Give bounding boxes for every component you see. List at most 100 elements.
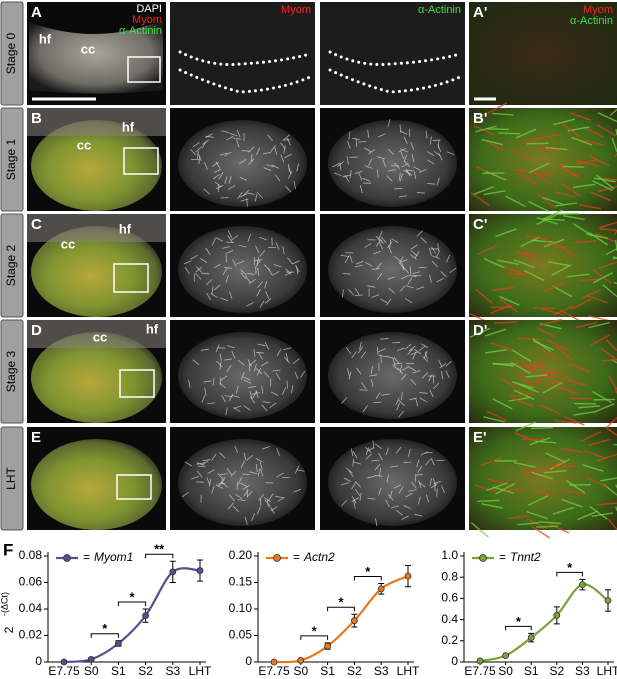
- fiber: [596, 174, 615, 190]
- y-tick-label: 0.15: [229, 575, 253, 589]
- fiber: [441, 371, 444, 380]
- row-label: Stage 0: [4, 32, 18, 74]
- fiber: [405, 285, 414, 289]
- fiber: [284, 153, 292, 159]
- fiber: [499, 295, 520, 306]
- data-point: [324, 642, 332, 650]
- fiber: [239, 176, 248, 181]
- tissue: [328, 439, 457, 526]
- fiber: [275, 242, 280, 251]
- fiber: [354, 170, 363, 174]
- fiber: [232, 259, 237, 267]
- zoom: [469, 2, 617, 105]
- fiber: [230, 470, 237, 478]
- fiber: [195, 146, 202, 153]
- fiber: [521, 253, 542, 265]
- fiber: [211, 485, 215, 494]
- fiber: [272, 270, 280, 276]
- fiber: [445, 370, 450, 379]
- fiber: [354, 488, 361, 496]
- fiber: [418, 169, 427, 173]
- fiber: [196, 462, 205, 465]
- fiber: [235, 493, 243, 500]
- fiber: [261, 404, 268, 412]
- zoom-box: [113, 263, 149, 293]
- fiber: [358, 140, 367, 143]
- legend-label: Myom1: [94, 550, 133, 564]
- fiber: [556, 243, 576, 258]
- fiber: [346, 156, 349, 165]
- y-tick-label: 0.08: [19, 548, 43, 562]
- y-tick-label: 0: [35, 654, 42, 668]
- fiber: [195, 273, 202, 280]
- fiber: [546, 377, 568, 387]
- fiber: [387, 245, 393, 254]
- fiber: [607, 518, 617, 531]
- fiber: [592, 180, 613, 192]
- fiber: [398, 399, 405, 407]
- fiber: [598, 227, 617, 232]
- data-point: [142, 612, 150, 620]
- fiber: [511, 349, 532, 363]
- tissue: [178, 226, 307, 313]
- fiber: [536, 147, 559, 152]
- fiber: [416, 286, 425, 290]
- fiber: [500, 377, 521, 391]
- fiber: [380, 236, 387, 244]
- fiber: [367, 285, 376, 288]
- fiber: [226, 135, 234, 141]
- fiber: [241, 473, 250, 476]
- fiber: [240, 482, 248, 488]
- fiber: [364, 147, 372, 153]
- fiber: [287, 257, 293, 265]
- fiber: [222, 267, 228, 276]
- region-label: cc: [81, 41, 95, 56]
- fiber: [235, 385, 239, 394]
- data-point: [502, 652, 510, 660]
- fiber: [556, 385, 578, 395]
- fiber: [446, 151, 455, 155]
- row-label: Stage 3: [4, 350, 18, 392]
- data-point: [579, 581, 586, 589]
- fiber: [429, 478, 433, 487]
- fiber: [246, 490, 253, 498]
- fiber: [378, 230, 383, 239]
- fiber: [257, 352, 263, 360]
- fiber: [373, 401, 382, 404]
- fiber: [571, 298, 592, 310]
- fiber: [575, 158, 598, 165]
- fiber: [561, 498, 583, 508]
- fiber: [362, 177, 370, 182]
- fiber: [388, 287, 395, 294]
- fiber: [600, 221, 617, 228]
- fiber: [527, 495, 549, 507]
- fiber: [243, 379, 252, 384]
- fiber: [418, 480, 422, 489]
- fiber: [408, 366, 417, 372]
- fiber: [212, 174, 220, 180]
- fiber: [410, 378, 417, 386]
- fiber: [217, 473, 224, 480]
- fiber: [408, 489, 417, 492]
- fiber: [539, 404, 561, 415]
- fiber: [359, 185, 363, 194]
- fiber: [362, 405, 369, 413]
- fiber: [364, 243, 372, 249]
- fiber: [418, 345, 426, 351]
- fiber: [246, 273, 255, 275]
- tissue: [31, 226, 162, 317]
- fiber: [609, 108, 617, 116]
- fiber: [192, 142, 200, 148]
- fiber: [403, 136, 408, 145]
- nuclei: [27, 108, 166, 136]
- fiber: [417, 465, 423, 473]
- fiber: [249, 359, 257, 366]
- tissue: [328, 120, 457, 207]
- fiber: [582, 464, 604, 472]
- fiber: [554, 419, 577, 424]
- legend-marker: [63, 554, 71, 562]
- fiber: [552, 285, 573, 298]
- fiber: [249, 396, 255, 404]
- fiber: [408, 397, 417, 401]
- fiber: [583, 126, 604, 138]
